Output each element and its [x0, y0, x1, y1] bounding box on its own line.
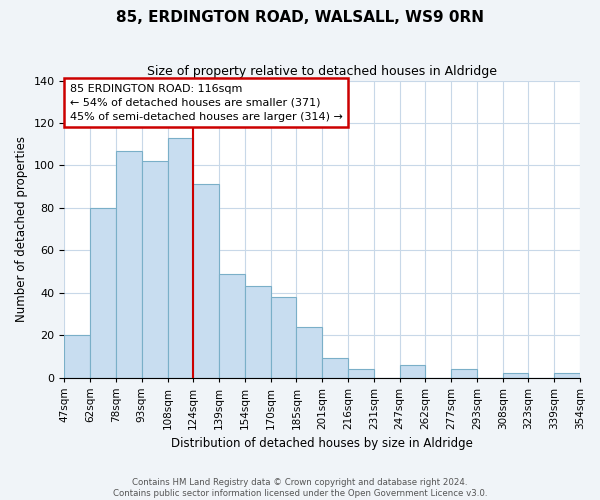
Bar: [322, 358, 348, 378]
Bar: [90, 208, 116, 378]
Bar: [167, 138, 193, 378]
Bar: [219, 274, 245, 378]
Bar: [271, 297, 296, 378]
X-axis label: Distribution of detached houses by size in Aldridge: Distribution of detached houses by size …: [171, 437, 473, 450]
Bar: [142, 161, 167, 378]
Bar: [245, 286, 271, 378]
Text: Contains HM Land Registry data © Crown copyright and database right 2024.
Contai: Contains HM Land Registry data © Crown c…: [113, 478, 487, 498]
Title: Size of property relative to detached houses in Aldridge: Size of property relative to detached ho…: [147, 65, 497, 78]
Bar: [400, 365, 425, 378]
Bar: [116, 150, 142, 378]
Bar: [451, 369, 477, 378]
Bar: [296, 326, 322, 378]
Bar: [503, 374, 529, 378]
Y-axis label: Number of detached properties: Number of detached properties: [15, 136, 28, 322]
Text: 85, ERDINGTON ROAD, WALSALL, WS9 0RN: 85, ERDINGTON ROAD, WALSALL, WS9 0RN: [116, 10, 484, 25]
Bar: [554, 374, 580, 378]
Bar: [193, 184, 219, 378]
Bar: [348, 369, 374, 378]
Text: 85 ERDINGTON ROAD: 116sqm
← 54% of detached houses are smaller (371)
45% of semi: 85 ERDINGTON ROAD: 116sqm ← 54% of detac…: [70, 84, 343, 122]
Bar: [64, 335, 90, 378]
